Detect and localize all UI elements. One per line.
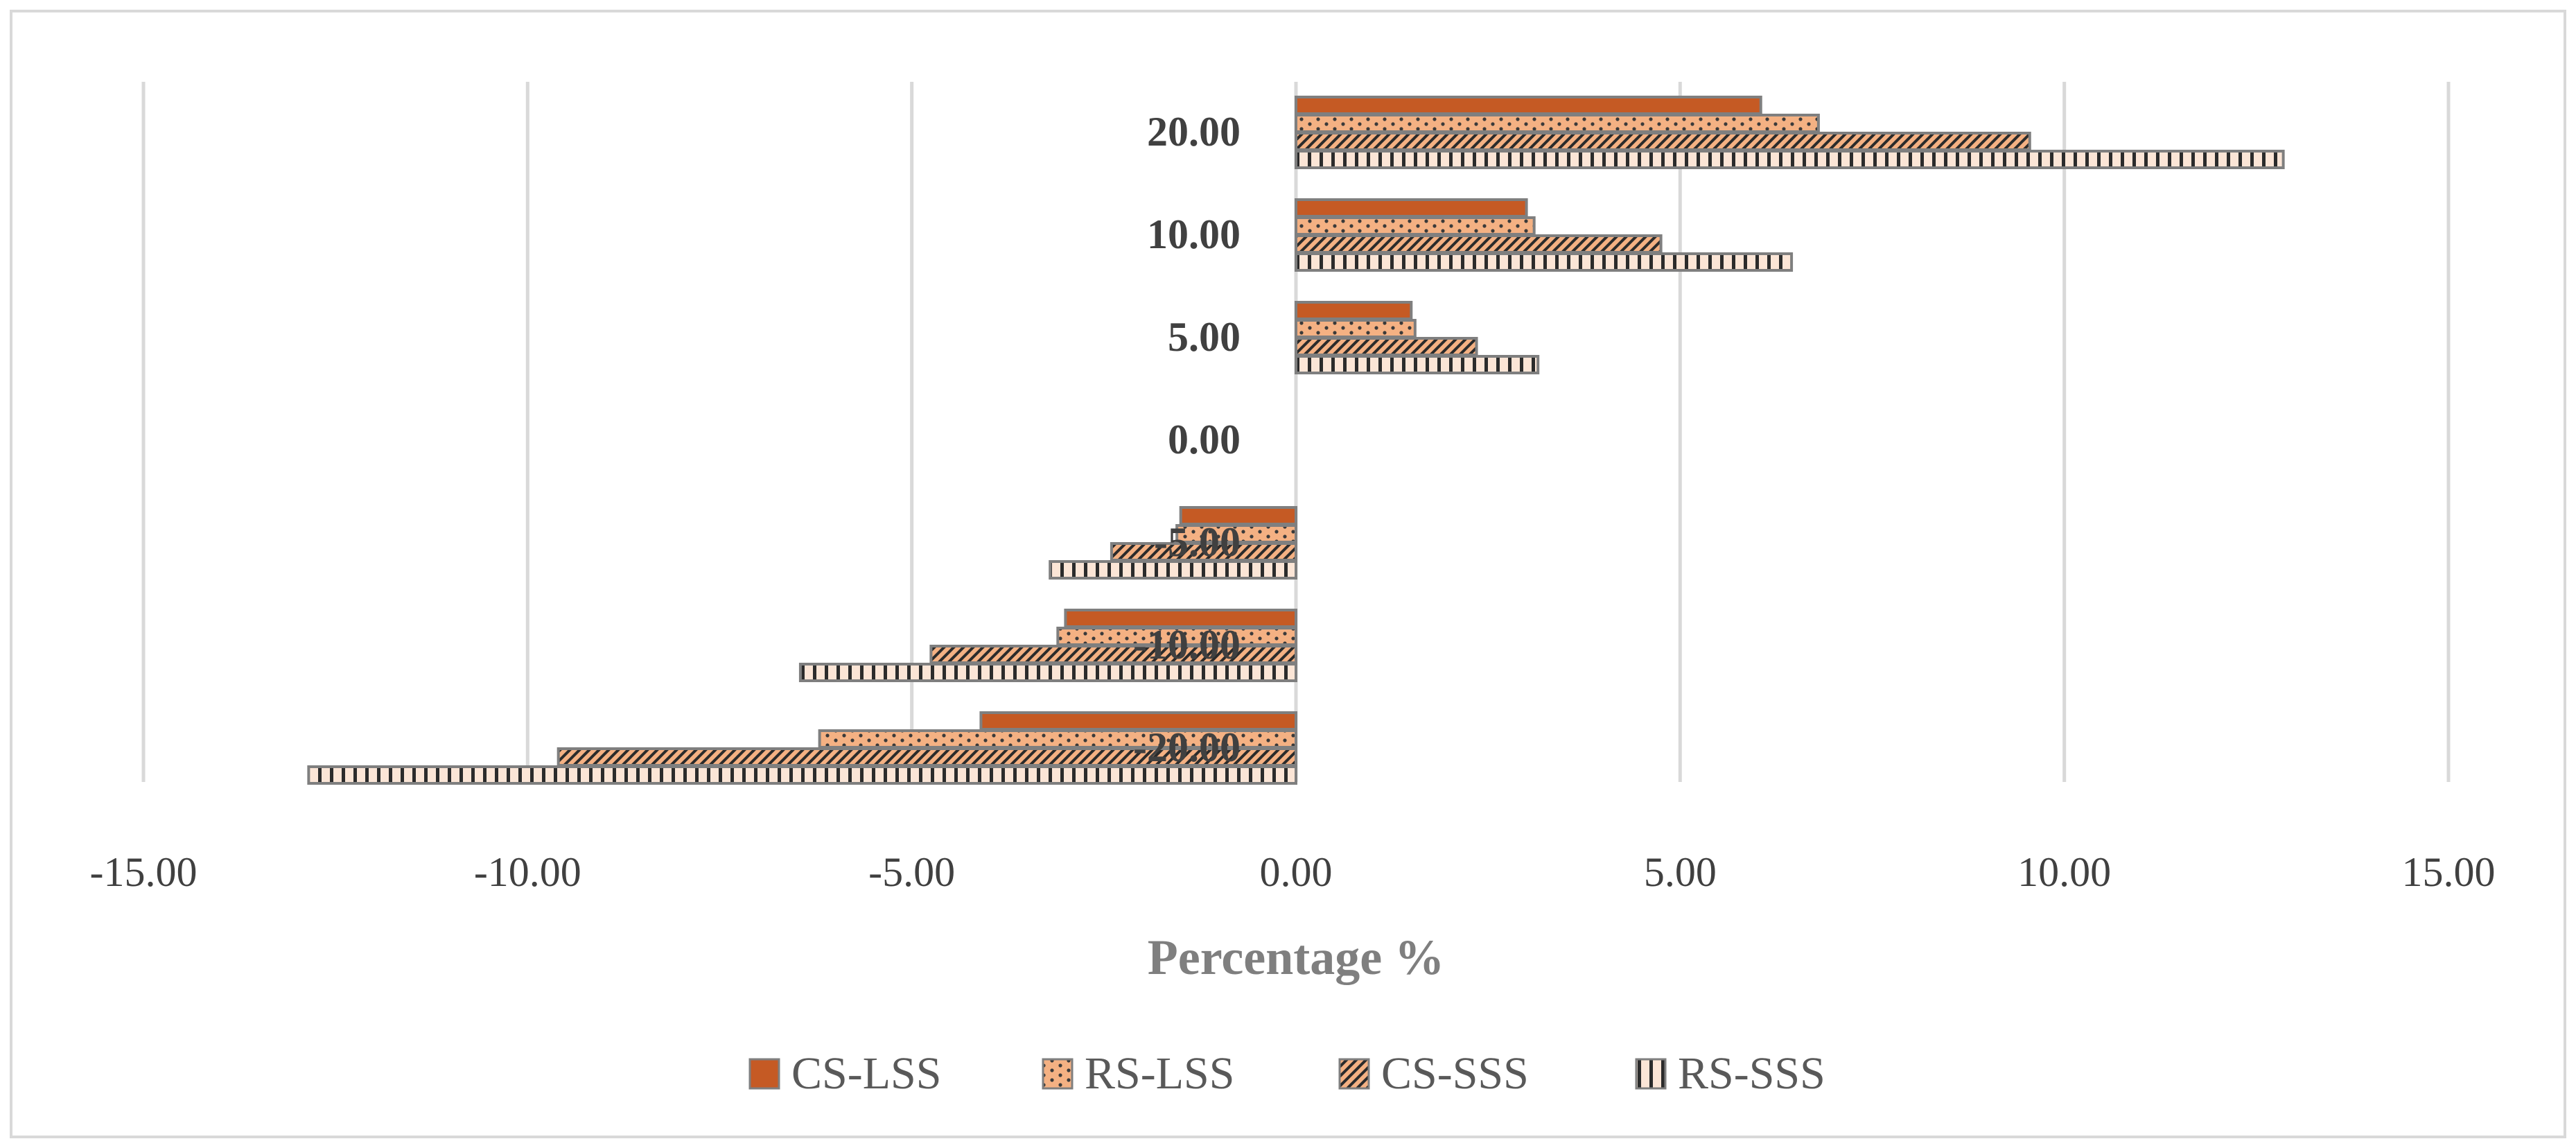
x-tick-label: 5.00 <box>1644 849 1717 895</box>
bar-rs-sss <box>1295 252 1794 272</box>
legend-swatch-rs-lss <box>1042 1058 1074 1090</box>
x-axis-title: Percentage % <box>1148 930 1444 985</box>
bar-cs-lss <box>1064 609 1298 628</box>
x-tick-label: 10.00 <box>2017 849 2111 895</box>
y-axis-tick-labels: -20.00 -10.00 -5.00 0.00 5.00 10.00 20.00 <box>1133 109 1241 770</box>
bar-cs-lss <box>1295 301 1413 320</box>
bar-rs-lss <box>1295 319 1417 338</box>
y-tick-label: 20.00 <box>1147 109 1241 155</box>
legend: CS-LSS RS-LSS CS-SSS RS-SSS <box>748 1048 1825 1099</box>
bar-rs-sss <box>798 663 1298 682</box>
legend-swatch-rs-sss <box>1635 1058 1667 1090</box>
bar-rs-sss <box>307 765 1298 785</box>
bar-rs-lss <box>1295 216 1536 236</box>
y-tick-label: -10.00 <box>1133 622 1241 668</box>
bar-cs-lss <box>1179 506 1297 525</box>
bar-cs-lss <box>1295 198 1528 218</box>
bar-rs-lss <box>818 729 1298 749</box>
bar-rs-sss <box>1049 560 1298 580</box>
x-tick-label: 0.00 <box>1260 849 1333 895</box>
legend-label-cs-sss: CS-SSS <box>1381 1048 1529 1099</box>
x-tick-label: -5.00 <box>868 849 955 895</box>
legend-swatch-cs-lss <box>748 1058 780 1090</box>
y-tick-label: 0.00 <box>1168 417 1241 462</box>
y-tick-label: -5.00 <box>1154 519 1241 565</box>
y-tick-label: 10.00 <box>1147 211 1241 257</box>
bar-cs-sss <box>929 645 1297 664</box>
legend-label-cs-lss: CS-LSS <box>791 1048 941 1099</box>
bar-cs-sss <box>1295 337 1478 356</box>
bar-rs-lss <box>1295 114 1820 133</box>
bar-cs-lss <box>979 711 1297 731</box>
bar-rs-sss <box>1295 355 1540 374</box>
bars <box>307 96 2285 785</box>
x-tick-label: -15.00 <box>90 849 198 895</box>
legend-label-rs-sss: RS-SSS <box>1678 1048 1825 1099</box>
bar-rs-sss <box>1295 150 2285 169</box>
bar-rs-lss <box>1175 524 1297 543</box>
gridlines <box>141 82 2451 782</box>
bar-cs-lss <box>1295 96 1762 115</box>
y-tick-label: 5.00 <box>1168 314 1241 360</box>
legend-swatch-cs-sss <box>1338 1058 1370 1090</box>
x-tick-label: -10.00 <box>474 849 581 895</box>
x-tick-label: 15.00 <box>2402 849 2496 895</box>
y-tick-label: -20.00 <box>1133 724 1241 770</box>
bar-cs-sss <box>1295 234 1663 254</box>
legend-label-rs-lss: RS-LSS <box>1085 1048 1234 1099</box>
x-axis-tick-labels: -15.00 -10.00 -5.00 0.00 5.00 10.00 15.00 <box>90 849 2496 895</box>
bar-cs-sss <box>1295 132 2031 151</box>
